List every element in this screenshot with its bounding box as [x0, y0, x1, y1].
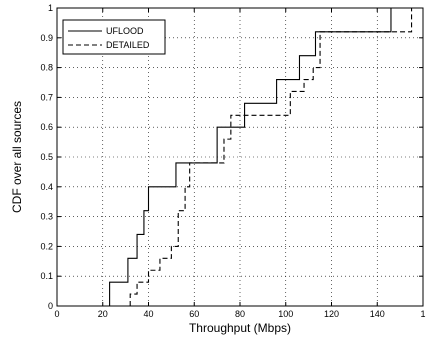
y-tick-label: 0 [48, 301, 53, 311]
y-tick-label: 0.7 [40, 92, 53, 102]
x-tick-label: 60 [189, 309, 199, 319]
series-layer [109, 8, 423, 306]
x-tick-label: 20 [98, 309, 108, 319]
legend-label-uflood: UFLOOD [106, 26, 144, 36]
y-tick-label: 0.8 [40, 63, 53, 73]
y-tick-label: 0.3 [40, 212, 53, 222]
axis-ticks [56, 7, 424, 307]
y-axis-label: CDF over all sources [10, 101, 24, 213]
series-line-uflood [109, 8, 423, 306]
legend: UFLOOD DETAILED [62, 19, 166, 55]
x-tick-label: 0 [54, 309, 59, 319]
x-tick-label: 140 [370, 309, 385, 319]
y-tick-label: 0.6 [40, 122, 53, 132]
y-tick-label: 0.5 [40, 152, 53, 162]
y-tick-label: 0.1 [40, 271, 53, 281]
y-tick-label: 0.4 [40, 182, 53, 192]
x-tick-label: 1 [420, 309, 425, 319]
legend-box [62, 19, 166, 55]
x-tick-label: 40 [143, 309, 153, 319]
x-tick-label: 80 [235, 309, 245, 319]
y-tick-label: 1 [48, 3, 53, 13]
series-line-detailed [129, 8, 423, 306]
y-tick-label: 0.9 [40, 33, 53, 43]
legend-label-detailed: DETAILED [106, 40, 150, 50]
x-tick-label: 100 [278, 309, 293, 319]
tick-labels: 0 20 40 60 80 100 120 140 1 0 0.1 0.2 0.3 0.4 0.5 0.6 0.… [40, 3, 425, 319]
x-axis-label: Throughput (Mbps) [189, 321, 291, 335]
y-tick-label: 0.2 [40, 241, 53, 251]
x-tick-label: 120 [324, 309, 339, 319]
